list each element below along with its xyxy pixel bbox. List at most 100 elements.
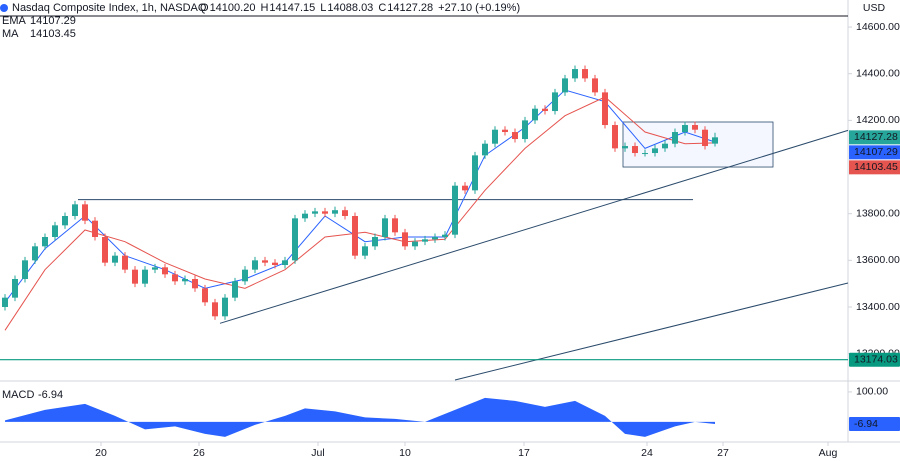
candle-body bbox=[202, 288, 208, 303]
y-tick-label: 13800.00 bbox=[856, 207, 900, 219]
x-tick-label: 24 bbox=[641, 447, 653, 459]
candle-body bbox=[532, 108, 538, 121]
candle-body bbox=[462, 185, 468, 191]
candle-body bbox=[272, 262, 278, 265]
level-badge: 13174.03 bbox=[854, 353, 898, 365]
x-tick-label: 20 bbox=[95, 447, 107, 459]
candle-body bbox=[292, 218, 298, 261]
candle-body bbox=[542, 108, 548, 112]
candle-body bbox=[2, 297, 8, 307]
candle-body bbox=[212, 302, 218, 317]
ohlc-key: C bbox=[378, 2, 386, 14]
macd-badge-bg bbox=[849, 416, 900, 431]
y-tick-label: 13600.00 bbox=[856, 254, 900, 266]
candle-body bbox=[502, 129, 508, 133]
candle-body bbox=[622, 146, 628, 149]
y-tick-label: 14400.00 bbox=[856, 67, 900, 79]
candle-body bbox=[392, 218, 398, 233]
candle-body bbox=[132, 269, 138, 284]
candle-body bbox=[322, 211, 328, 214]
legend-name: EMA bbox=[2, 15, 27, 27]
candle-body bbox=[632, 146, 638, 154]
candle-body bbox=[582, 69, 588, 79]
candle-body bbox=[142, 269, 148, 284]
trend-line bbox=[454, 282, 849, 381]
candle-body bbox=[232, 281, 238, 298]
candle-body bbox=[172, 274, 178, 282]
candle-body bbox=[672, 132, 678, 144]
candle-body bbox=[432, 237, 438, 240]
x-tick-label: Aug bbox=[819, 447, 838, 459]
macd-area bbox=[5, 397, 715, 437]
x-tick-label: Jul bbox=[311, 447, 324, 459]
candle-body bbox=[332, 210, 338, 214]
candle-body bbox=[182, 278, 188, 282]
close-badge: 14127.28 bbox=[854, 131, 898, 143]
y-tick-label: 14600.00 bbox=[856, 21, 900, 33]
ohlc-value: 14127.28 bbox=[387, 2, 433, 14]
indicator-badge: 14103.45 bbox=[854, 161, 898, 173]
symbol-icon bbox=[0, 4, 8, 12]
candle-body bbox=[222, 297, 228, 317]
ohlc-value: 14088.03 bbox=[327, 2, 373, 14]
candle-body bbox=[712, 137, 718, 144]
candle-body bbox=[262, 260, 268, 263]
candle-body bbox=[482, 143, 488, 156]
candle-body bbox=[122, 255, 128, 270]
candle-body bbox=[682, 125, 688, 133]
candle-body bbox=[162, 267, 168, 275]
candle-body bbox=[72, 204, 78, 217]
x-tick-label: 26 bbox=[193, 447, 205, 459]
chart-title: Nasdaq Composite Index, 1h, NASDAQ bbox=[12, 2, 207, 14]
candle-body bbox=[442, 234, 448, 238]
candle-body bbox=[572, 69, 578, 79]
candle-body bbox=[472, 155, 478, 191]
x-tick-label: 10 bbox=[399, 447, 411, 459]
candle-body bbox=[412, 241, 418, 247]
candle-body bbox=[492, 129, 498, 144]
candle-body bbox=[662, 143, 668, 149]
candle-body bbox=[362, 246, 368, 256]
ohlc-key: L bbox=[320, 2, 326, 14]
candle-body bbox=[152, 267, 158, 270]
macd-label: MACD bbox=[2, 389, 34, 401]
candle-body bbox=[282, 260, 288, 265]
candle-body bbox=[602, 92, 608, 126]
candle-body bbox=[92, 220, 98, 238]
candle-body bbox=[422, 239, 428, 242]
x-tick-label: 27 bbox=[717, 447, 729, 459]
y-tick-label: 14200.00 bbox=[856, 114, 900, 126]
candle-body bbox=[512, 132, 518, 140]
candle-body bbox=[522, 120, 528, 140]
close-badge-bg bbox=[849, 130, 900, 145]
level-badge-bg bbox=[849, 352, 900, 367]
candle-body bbox=[22, 260, 28, 279]
candle-body bbox=[452, 185, 458, 235]
indicator-badge-bg bbox=[849, 160, 900, 175]
ohlc-key: H bbox=[260, 2, 268, 14]
candle-body bbox=[612, 125, 618, 149]
candle-body bbox=[52, 225, 58, 238]
candle-body bbox=[42, 237, 48, 247]
ohlc-value: 14100.20 bbox=[210, 2, 256, 14]
candle-body bbox=[252, 260, 258, 270]
candle-body bbox=[12, 278, 18, 298]
candle-body bbox=[112, 255, 118, 263]
ohlc-value: 14147.15 bbox=[269, 2, 315, 14]
macd-badge: -6.94 bbox=[854, 418, 878, 430]
y-tick-label: 13400.00 bbox=[856, 301, 900, 313]
candle-body bbox=[82, 204, 88, 221]
legend-name: MA bbox=[2, 28, 19, 40]
candle-body bbox=[312, 211, 318, 214]
ohlc-key: O bbox=[200, 2, 209, 14]
candle-body bbox=[692, 125, 698, 130]
indicator-badge-bg bbox=[849, 145, 900, 160]
candle-body bbox=[192, 278, 198, 289]
candle-body bbox=[402, 232, 408, 247]
candle-body bbox=[102, 237, 108, 263]
candle-body bbox=[592, 78, 598, 93]
candle-body bbox=[352, 216, 358, 256]
candle-body bbox=[342, 210, 348, 217]
candle-body bbox=[382, 218, 388, 238]
